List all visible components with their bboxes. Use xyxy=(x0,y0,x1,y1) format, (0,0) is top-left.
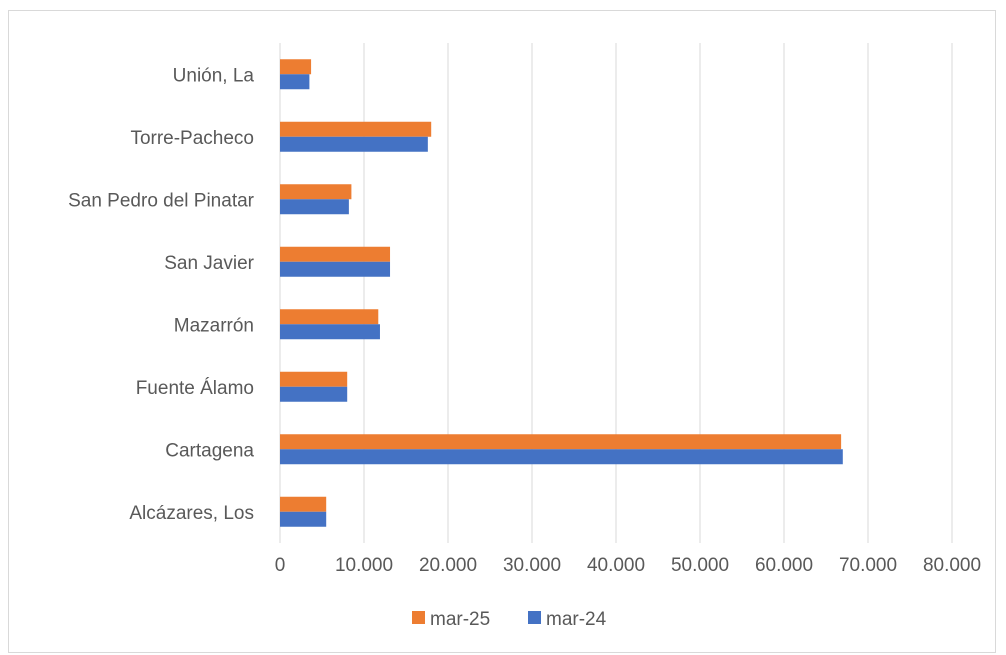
category-label: Cartagena xyxy=(165,440,254,461)
category-label: Alcázares, Los xyxy=(129,503,254,524)
category-label: San Pedro del Pinatar xyxy=(68,190,255,211)
x-tick-label: 80.000 xyxy=(923,555,981,576)
category-label: Unión, La xyxy=(173,65,255,86)
bar-mar-24-1 xyxy=(280,449,843,465)
legend-swatch-mar-25 xyxy=(412,611,425,624)
legend: mar-25 mar-24 xyxy=(412,609,607,630)
category-label: Torre-Pacheco xyxy=(130,128,254,149)
x-tick-label: 10.000 xyxy=(335,555,393,576)
x-tick-label: 60.000 xyxy=(755,555,813,576)
bar-mar-25-3 xyxy=(280,309,379,325)
x-tick-label: 20.000 xyxy=(419,555,477,576)
x-tick-label: 70.000 xyxy=(839,555,897,576)
category-label: Fuente Álamo xyxy=(136,378,254,399)
bar-mar-25-6 xyxy=(280,121,432,137)
bar-mar-25-0 xyxy=(280,496,327,512)
x-axis-tick-labels: 0 10.000 20.000 30.000 40.000 50.000 60.000 70.… xyxy=(275,555,981,576)
x-tick-label: 40.000 xyxy=(587,555,645,576)
chart-frame xyxy=(8,10,996,653)
legend-label-mar-25: mar-25 xyxy=(430,609,490,630)
category-label: San Javier xyxy=(164,253,254,274)
category-labels: Alcázares, Los Cartagena Fuente Álamo Mazar… xyxy=(68,65,255,524)
bar-mar-25-7 xyxy=(280,59,312,75)
bar-mar-24-0 xyxy=(280,511,327,527)
bar-mar-25-4 xyxy=(280,246,391,262)
bar-mar-24-7 xyxy=(280,74,310,90)
bar-mar-24-6 xyxy=(280,136,428,152)
legend-label-mar-24: mar-24 xyxy=(546,609,607,630)
bar-mar-24-3 xyxy=(280,324,380,340)
x-tick-label: 50.000 xyxy=(671,555,729,576)
bar-mar-24-2 xyxy=(280,386,348,402)
bar-mar-25-1 xyxy=(280,434,842,450)
bar-mar-24-4 xyxy=(280,261,391,277)
bar-mar-24-5 xyxy=(280,199,349,215)
gridlines xyxy=(279,43,953,543)
x-tick-label: 0 xyxy=(275,555,286,576)
bar-mar-25-2 xyxy=(280,371,348,387)
bars xyxy=(280,59,843,527)
legend-swatch-mar-24 xyxy=(528,611,541,624)
x-tick-label: 30.000 xyxy=(503,555,561,576)
bar-mar-25-5 xyxy=(280,184,352,200)
category-label: Mazarrón xyxy=(174,315,254,336)
